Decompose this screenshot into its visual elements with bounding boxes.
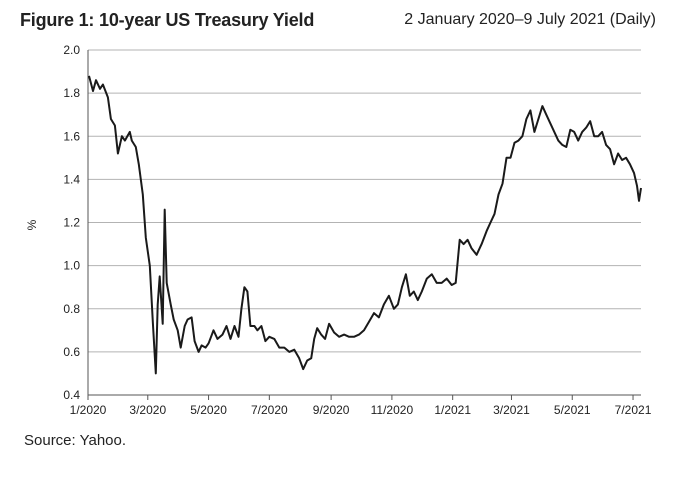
x-tick-label: 11/2020 <box>371 403 414 417</box>
x-tick-label: 5/2021 <box>554 403 591 417</box>
y-tick-label: 2.0 <box>63 43 80 57</box>
chart-subtitle: 2 January 2020–9 July 2021 (Daily) <box>404 11 656 28</box>
x-tick-label: 3/2021 <box>493 403 530 417</box>
x-tick-label: 5/2020 <box>190 403 227 417</box>
y-tick-label: 0.6 <box>63 345 80 359</box>
y-tick-label: 0.8 <box>63 302 80 316</box>
x-axis-ticks: 1/2020 3/2020 5/2020 7/2020 9/2020 11/2020 1/2… <box>70 395 652 417</box>
x-tick-label: 7/2021 <box>615 403 652 417</box>
chart-title: Figure 1: 10-year US Treasury Yield <box>20 10 315 30</box>
x-tick-label: 7/2020 <box>251 403 288 417</box>
x-tick-label: 3/2020 <box>129 403 166 417</box>
x-tick-label: 1/2021 <box>434 403 471 417</box>
x-tick-label: 1/2020 <box>70 403 107 417</box>
series-line-10y-yield <box>88 75 642 375</box>
source-note: Source: Yahoo. <box>24 432 127 449</box>
y-tick-label: 1.4 <box>63 172 80 186</box>
y-tick-label: 1.2 <box>63 216 80 230</box>
y-tick-label: 0.4 <box>63 388 80 402</box>
y-axis-ticks: 0.4 0.6 0.8 1.0 1.2 1.4 1.6 1.8 2.0 <box>63 43 80 402</box>
y-tick-label: 1.0 <box>63 259 80 273</box>
axes <box>87 50 641 396</box>
y-axis-label: % <box>25 219 39 230</box>
y-tick-label: 1.8 <box>63 86 80 100</box>
x-tick-label: 9/2020 <box>313 403 350 417</box>
y-tick-label: 1.6 <box>63 129 80 143</box>
gridlines <box>88 49 641 353</box>
